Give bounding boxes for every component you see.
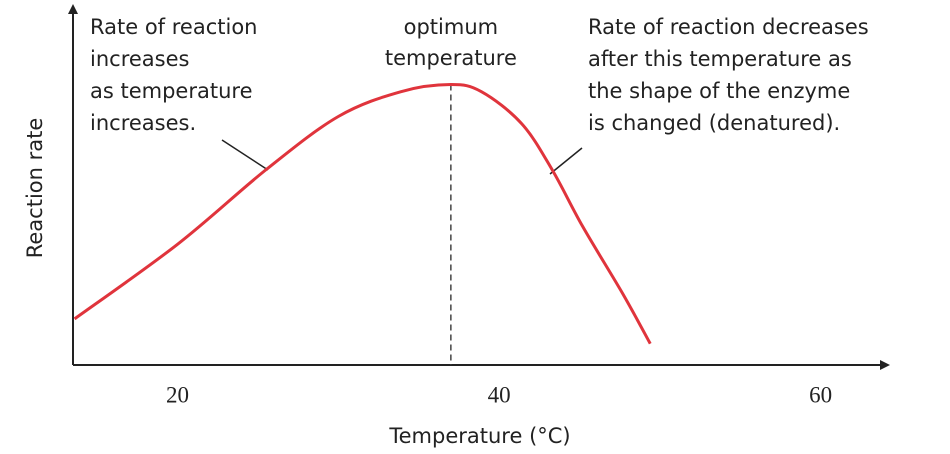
y-axis-label: Reaction rate [23, 118, 47, 259]
x-tick-label: 60 [809, 382, 832, 407]
annotation: is changed (denatured). [588, 111, 840, 135]
annotation: as temperature [90, 79, 252, 103]
annotation: increases. [90, 111, 196, 135]
optimum-label: temperature [385, 46, 517, 70]
leader-line [549, 147, 583, 175]
x-tick-label: 20 [166, 382, 189, 407]
annotation: increases [90, 47, 189, 71]
annotation: Rate of reaction decreases [588, 15, 869, 39]
leader-line [221, 139, 269, 171]
x-tick-label: 40 [488, 382, 511, 407]
x-axis-label: Temperature (°C) [388, 424, 570, 448]
annotation: Rate of reaction [90, 15, 257, 39]
annotation: the shape of the enzyme [588, 79, 850, 103]
rate-curve [73, 83, 652, 345]
optimum-label: optimum [404, 15, 498, 39]
annotation: after this temperature as [588, 47, 852, 71]
